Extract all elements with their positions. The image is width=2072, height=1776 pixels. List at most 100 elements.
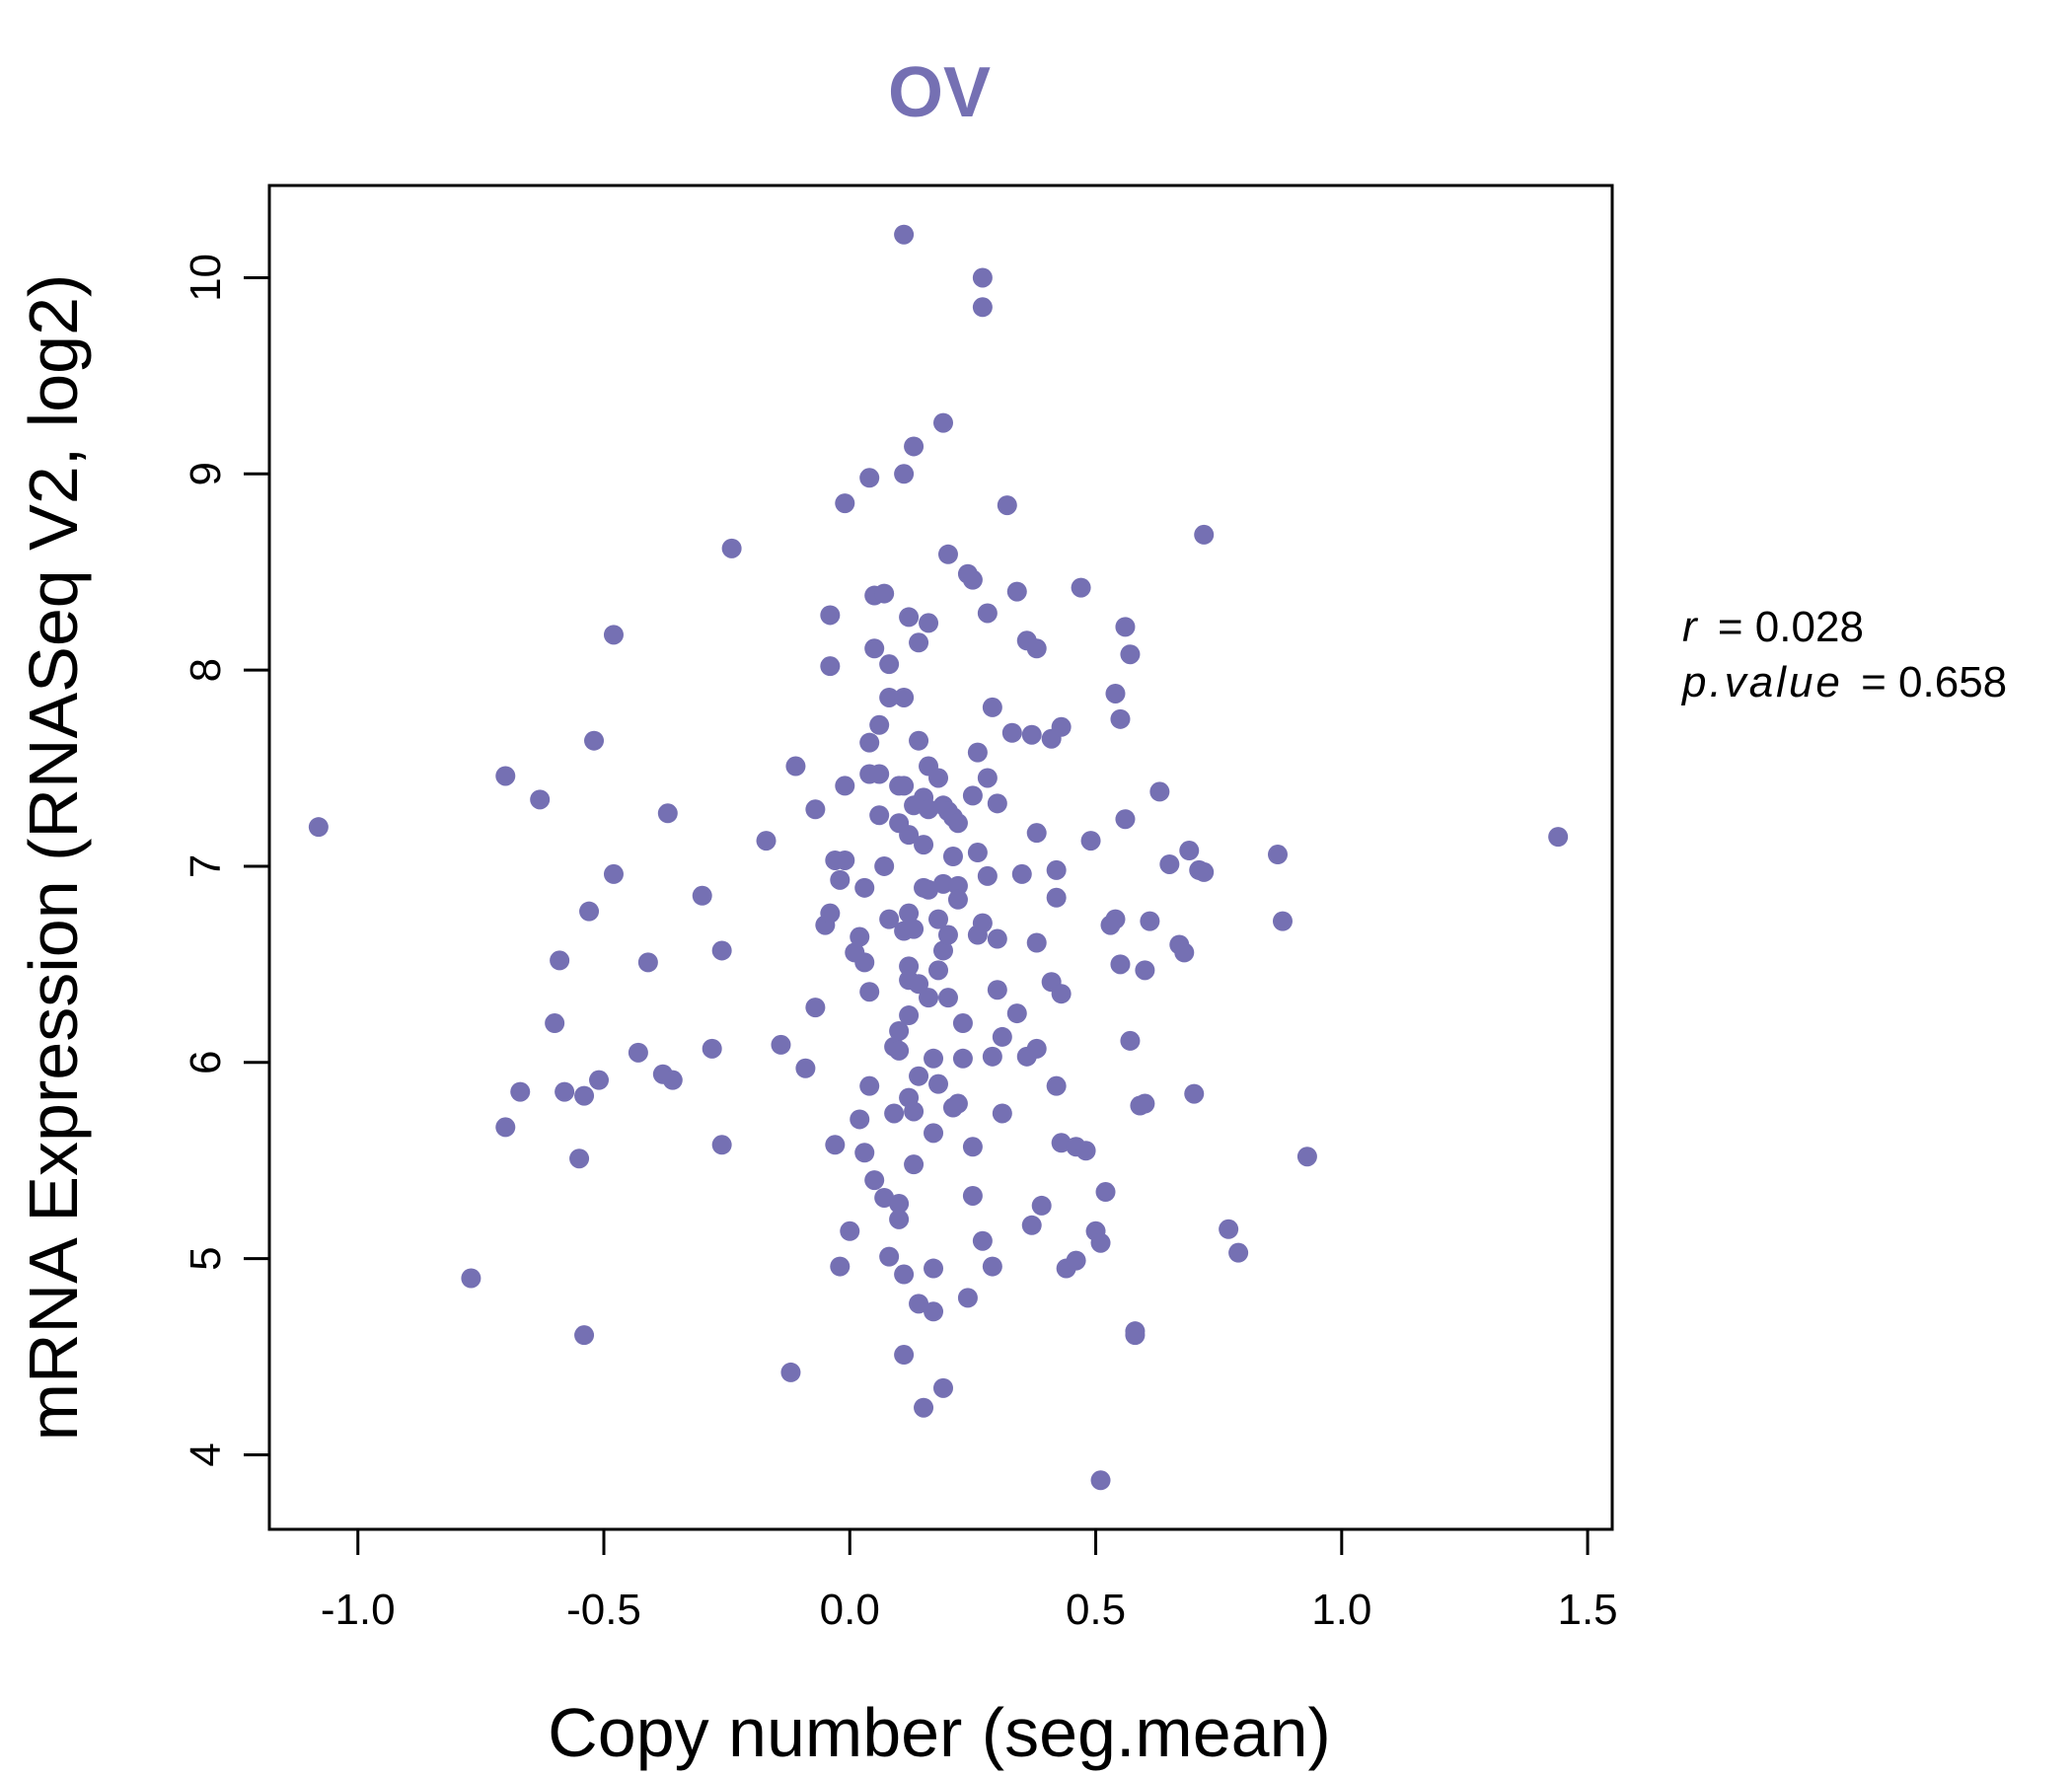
data-point [1051,1133,1072,1153]
data-point [1046,1075,1067,1096]
data-point [574,1085,595,1106]
data-point [1066,1250,1086,1271]
data-point [1080,831,1101,851]
data-point [495,766,516,786]
data-point [1149,781,1170,802]
data-point [987,793,1007,814]
r-stat: r = 0.028 [1682,603,1864,651]
data-point [952,1013,973,1034]
data-point [692,885,712,906]
data-point [928,909,949,929]
data-point [495,1117,516,1138]
data-point [584,730,605,751]
data-point [574,1325,595,1346]
data-point [928,768,949,788]
data-point [894,224,915,245]
data-point [830,869,851,890]
data-point [972,913,993,933]
data-point [874,855,895,876]
data-point [899,825,920,846]
data-point [928,1073,949,1094]
data-point [1051,716,1072,737]
data-point [947,813,968,834]
data-point [987,980,1007,1000]
data-point [1115,617,1136,637]
y-tick-label: 4 [182,1443,230,1466]
data-point [869,764,890,784]
data-point [909,974,929,995]
data-point [820,656,841,677]
data-point [904,1154,925,1175]
data-point [869,714,890,735]
data-point [924,1123,944,1144]
data-point [637,952,658,973]
data-point [1026,1038,1047,1059]
data-point [1105,909,1126,929]
data-point [1548,827,1569,848]
data-point [550,950,570,971]
y-tick-label: 8 [182,658,230,682]
data-point [530,789,551,810]
data-point [899,607,920,628]
data-point [884,1103,905,1124]
p-symbol: p.value [1680,658,1843,706]
data-point [972,1230,993,1251]
data-point [1174,942,1195,963]
data-point [864,1170,885,1191]
y-tick-label: 5 [182,1246,230,1270]
data-point [1179,841,1200,861]
p-stat: p.value = 0.658 [1680,658,2007,706]
data-point [711,940,732,961]
data-point [579,901,600,922]
data-point [977,865,998,886]
data-point [835,493,855,514]
data-point [904,919,925,939]
data-point [972,267,993,288]
data-point [1071,577,1091,598]
data-point [928,960,949,981]
data-point [1001,722,1022,743]
data-point [879,654,900,675]
data-point [1125,1325,1146,1346]
data-point [830,1256,851,1277]
data-point [854,1143,875,1163]
data-point [1194,524,1215,545]
data-point [854,877,875,898]
data-point [947,1093,968,1114]
data-point [1140,911,1160,931]
correlation-stats: r = 0.028 p.value = 0.658 [1680,603,2007,706]
data-point [997,495,1017,516]
data-point [874,583,895,604]
data-point [785,756,806,777]
data-point [942,847,963,867]
r-value: = 0.028 [1718,603,1864,651]
data-point [657,803,678,824]
data-point [982,1256,1002,1277]
data-point [879,909,900,929]
data-point [589,1070,610,1090]
data-point [977,603,998,624]
data-point [1046,887,1067,908]
data-point [962,1185,983,1206]
data-point [909,1066,929,1086]
data-point [924,1048,944,1069]
data-point [869,805,890,826]
data-point [545,1013,565,1034]
data-point [702,1038,722,1059]
data-point [889,1020,910,1041]
data-point [820,903,841,924]
data-point [771,1034,791,1055]
data-point [820,605,841,626]
data-point [1267,845,1288,865]
data-point [889,1193,910,1214]
data-point [510,1081,531,1102]
data-point [924,1258,944,1279]
data-point [603,863,624,884]
data-point [932,412,953,433]
data-point [937,988,958,1008]
data-point [932,940,953,961]
data-point [1194,861,1215,882]
y-tick-label: 7 [182,854,230,878]
data-point [854,952,875,973]
